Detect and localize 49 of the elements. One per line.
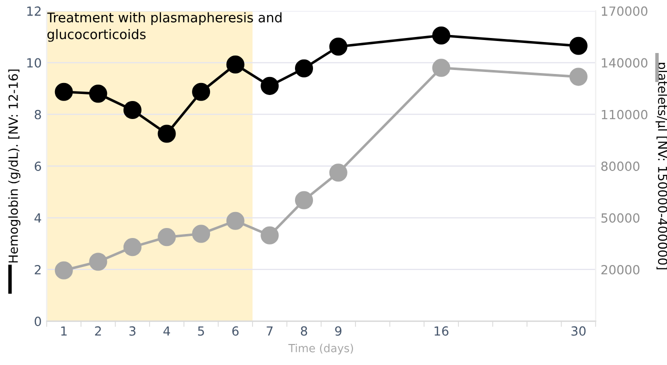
y-tick-label: 2 xyxy=(34,264,41,274)
y-tick-label: 6 xyxy=(34,162,42,171)
point xyxy=(226,55,244,74)
y2-tick-label: 170000 xyxy=(602,6,648,16)
point xyxy=(432,58,450,77)
point xyxy=(54,82,73,101)
point xyxy=(260,226,279,244)
point xyxy=(158,124,176,143)
point xyxy=(192,224,210,243)
point xyxy=(294,191,314,210)
point xyxy=(123,100,142,119)
point xyxy=(192,82,210,101)
point xyxy=(158,228,176,246)
x-tick-label: 7 xyxy=(266,326,273,336)
y-tick-label: 10 xyxy=(27,58,41,68)
x-tick-label: 3 xyxy=(129,326,136,336)
x-tick-label: 8 xyxy=(300,326,308,336)
annotation: Treatment with plasmapheresis and glucocorticoids xyxy=(46,12,282,42)
point xyxy=(260,76,279,95)
y2-tick-label: 50000 xyxy=(601,213,640,223)
x-tick-label: 9 xyxy=(335,326,342,336)
point xyxy=(226,212,244,230)
y-tick-label: 4 xyxy=(34,213,42,223)
x-tick-label: 30 xyxy=(571,326,586,336)
y-tick-label: 8 xyxy=(34,110,41,120)
x-tick-label: 16 xyxy=(434,326,448,336)
y2-tick-label: 20000 xyxy=(601,264,640,274)
point xyxy=(54,261,73,280)
y2-tick-label: 140000 xyxy=(602,58,648,68)
y2-tick-label: 80000 xyxy=(601,162,640,171)
point xyxy=(329,164,348,182)
y2-tick-label: 110000 xyxy=(602,110,648,120)
point xyxy=(569,68,588,86)
point xyxy=(89,252,108,271)
point xyxy=(569,36,588,55)
y-tick-label: 12 xyxy=(27,6,41,16)
point xyxy=(123,238,142,256)
point xyxy=(89,84,108,103)
point xyxy=(432,26,450,45)
point xyxy=(294,59,314,78)
y-tick-label: 0 xyxy=(34,316,41,326)
x-tick-label: 5 xyxy=(198,326,204,336)
point xyxy=(329,38,348,56)
x-tick-label: 2 xyxy=(95,326,101,336)
x-tick-label: 4 xyxy=(163,326,170,336)
y-axis-title: Hemoglobin (g/dL). [NV: 12-16] xyxy=(8,70,20,262)
x-axis-title: Time (days) xyxy=(288,344,354,354)
x-tick-label: 1 xyxy=(61,326,67,336)
x-tick-label: 6 xyxy=(232,326,239,336)
